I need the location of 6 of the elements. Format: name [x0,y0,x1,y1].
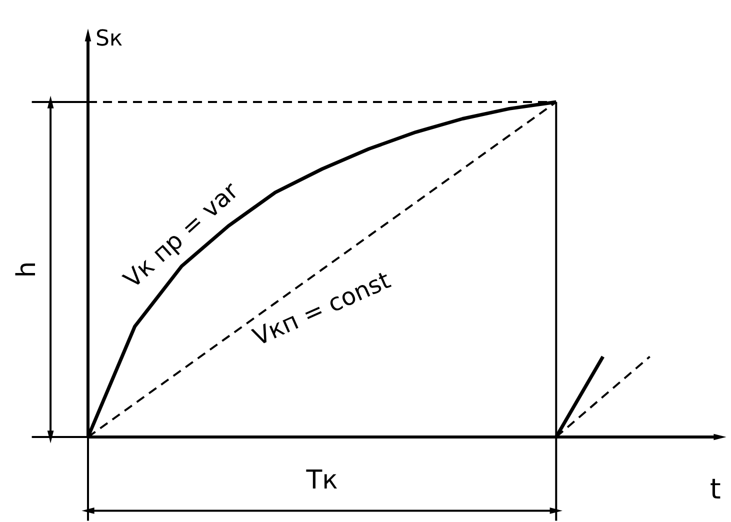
annotation: Vк пр = var [118,176,244,294]
annotation: Vкп = const [248,266,394,352]
text: h [12,261,42,278]
y-axis-title: Sк [95,26,123,52]
text: Tк [305,466,338,496]
x-axis-title: t [710,472,721,506]
